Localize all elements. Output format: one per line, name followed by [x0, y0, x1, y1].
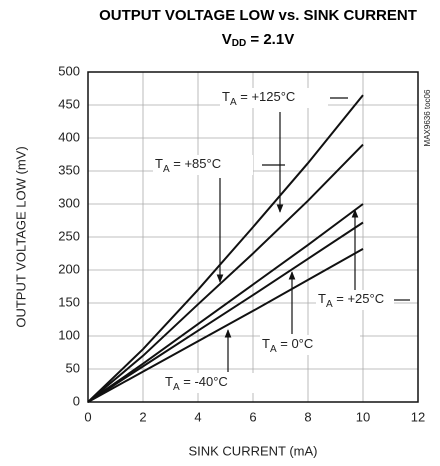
label-main: T [222, 89, 230, 104]
series-label: TA = +85°C [155, 156, 221, 174]
x-tick-label: 4 [194, 409, 201, 424]
label-main: T [318, 291, 326, 306]
y-tick-label: 350 [58, 162, 80, 177]
label-main: T [165, 374, 173, 389]
side-note: MAX9636 toc06 [423, 89, 432, 146]
x-tick-label: 6 [249, 409, 256, 424]
label-rest: = +25°C [333, 291, 384, 306]
curve [87, 94, 364, 403]
label-rest: = -40°C [180, 374, 228, 389]
curve [87, 248, 364, 403]
label-main: T [262, 336, 270, 351]
label-bg [260, 335, 360, 355]
plot-frame [87, 71, 419, 403]
x-tick-label: 2 [139, 409, 146, 424]
series-label: TA = +125°C [222, 89, 295, 107]
label-sub: A [230, 97, 237, 108]
label-rest: = +125°C [237, 89, 296, 104]
y-tick-label: 150 [58, 294, 80, 309]
y-tick-label: 250 [58, 228, 80, 243]
y-axis-label: OUTPUT VOLTAGE LOW (mV) [13, 146, 28, 327]
y-tick-label: 500 [58, 63, 80, 78]
label-bg [153, 155, 253, 175]
x-tick-label: 0 [84, 409, 91, 424]
curve [87, 221, 364, 403]
chart-title: OUTPUT VOLTAGE LOW vs. SINK CURRENT [99, 7, 417, 24]
y-tick-label: 0 [73, 393, 80, 408]
y-tick-label: 300 [58, 195, 80, 210]
plot-area: 0 50 100 150 200 250 300 350 400 450 500 0 2 4 6 8 10 12 [58, 63, 425, 424]
label-bg [220, 88, 328, 108]
label-sub: A [326, 299, 333, 310]
x-axis-label: SINK CURRENT (mA) [188, 443, 317, 458]
y-tick-label: 200 [58, 261, 80, 276]
series-label: TA = -40°C [165, 374, 228, 392]
label-bg [316, 290, 394, 310]
annotation-arrows [216, 97, 410, 372]
label-rest: = 0°C [277, 336, 314, 351]
label-bg [163, 373, 263, 393]
subtitle-rest: = 2.1V [246, 31, 294, 48]
chart-subtitle: VDD = 2.1V [222, 31, 294, 49]
series-label: TA = 0°C [262, 336, 313, 354]
subtitle-sub: DD [232, 38, 246, 49]
x-tick-label: 8 [304, 409, 311, 424]
x-tick-label: 10 [356, 409, 370, 424]
curve [87, 143, 364, 403]
x-tick-label: 12 [411, 409, 425, 424]
series-label: TA = +25°C [318, 291, 384, 309]
y-tick-label: 100 [58, 327, 80, 342]
curve [87, 203, 364, 403]
y-tick-label: 50 [66, 360, 80, 375]
y-tick-label: 450 [58, 96, 80, 111]
y-tick-label: 400 [58, 129, 80, 144]
subtitle-main: V [222, 31, 232, 48]
label-sub: A [163, 164, 170, 175]
label-sub: A [173, 382, 180, 393]
label-main: T [155, 156, 163, 171]
label-sub: A [270, 344, 277, 355]
label-rest: = +85°C [170, 156, 221, 171]
